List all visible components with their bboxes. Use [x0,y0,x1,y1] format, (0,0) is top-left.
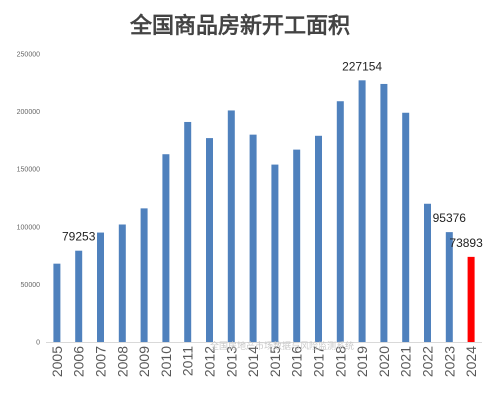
bar-2022 [424,203,431,342]
bar-2007 [97,232,104,342]
y-tick-label: 200000 [17,109,40,116]
bar-2018 [336,101,344,343]
x-tick-label: 2006 [71,346,87,377]
bar-2008 [118,224,126,342]
bar-2013 [227,110,235,342]
x-axis: 2005 2006 2007 2008 2009 2010 2011 2012 2013 2014… [46,342,482,377]
x-tick-label: 2011 [180,346,196,376]
x-tick-label: 2017 [311,346,327,377]
x-tick-label: 2022 [420,346,436,377]
x-tick-label: 2023 [441,346,457,377]
bar-2024 [467,256,475,342]
y-tick-label: 100000 [17,224,40,231]
bar-2020 [380,83,388,343]
bar-2011 [184,121,192,342]
data-labels: 79253 227154 95376 73893 [62,59,483,250]
bar-2009 [140,208,148,342]
data-label: 79253 [62,230,96,244]
bar-2021 [402,112,410,342]
x-tick-label: 2007 [93,346,109,377]
bar-2023 [445,232,453,342]
bar-2019 [358,80,366,342]
data-label: 227154 [342,59,382,73]
data-label: 95376 [433,211,467,225]
y-tick-label: 250000 [17,52,40,59]
x-tick-label: 2019 [354,346,370,377]
bar-2014 [249,134,257,342]
bar-2010 [162,154,170,342]
y-tick-label: 50000 [21,282,41,289]
bar-2015 [271,164,279,342]
y-tick-label: 150000 [17,167,40,174]
bar-2016 [293,149,301,342]
y-tick-label: 0 [36,340,40,347]
x-tick-label: 2010 [158,346,174,377]
bars [53,80,475,343]
x-tick-label: 2012 [202,346,218,377]
chart-title: 全国商品房新开工面积 [129,13,350,39]
data-label: 73893 [449,236,483,250]
x-tick-label: 2008 [114,346,130,377]
y-axis: 0 50000 100000 150000 200000 250000 [17,52,40,347]
x-tick-label: 2021 [398,346,414,377]
bar-2012 [206,138,213,342]
x-tick-label: 2024 [463,346,479,377]
bar-2006 [75,250,83,342]
bar-2005 [53,263,61,342]
watermark: 全国房地产市场数据与风险监测系统 [210,340,354,352]
x-tick-label: 2016 [289,346,305,377]
x-tick-label: 2018 [332,346,348,377]
x-tick-label: 2013 [223,346,239,377]
x-tick-label: 2015 [267,346,283,377]
x-tick-label: 2020 [376,346,392,377]
x-tick-label: 2014 [245,346,261,377]
x-tick-label: 2005 [49,346,65,377]
x-tick-label: 2009 [136,346,152,377]
bar-2017 [315,135,322,342]
